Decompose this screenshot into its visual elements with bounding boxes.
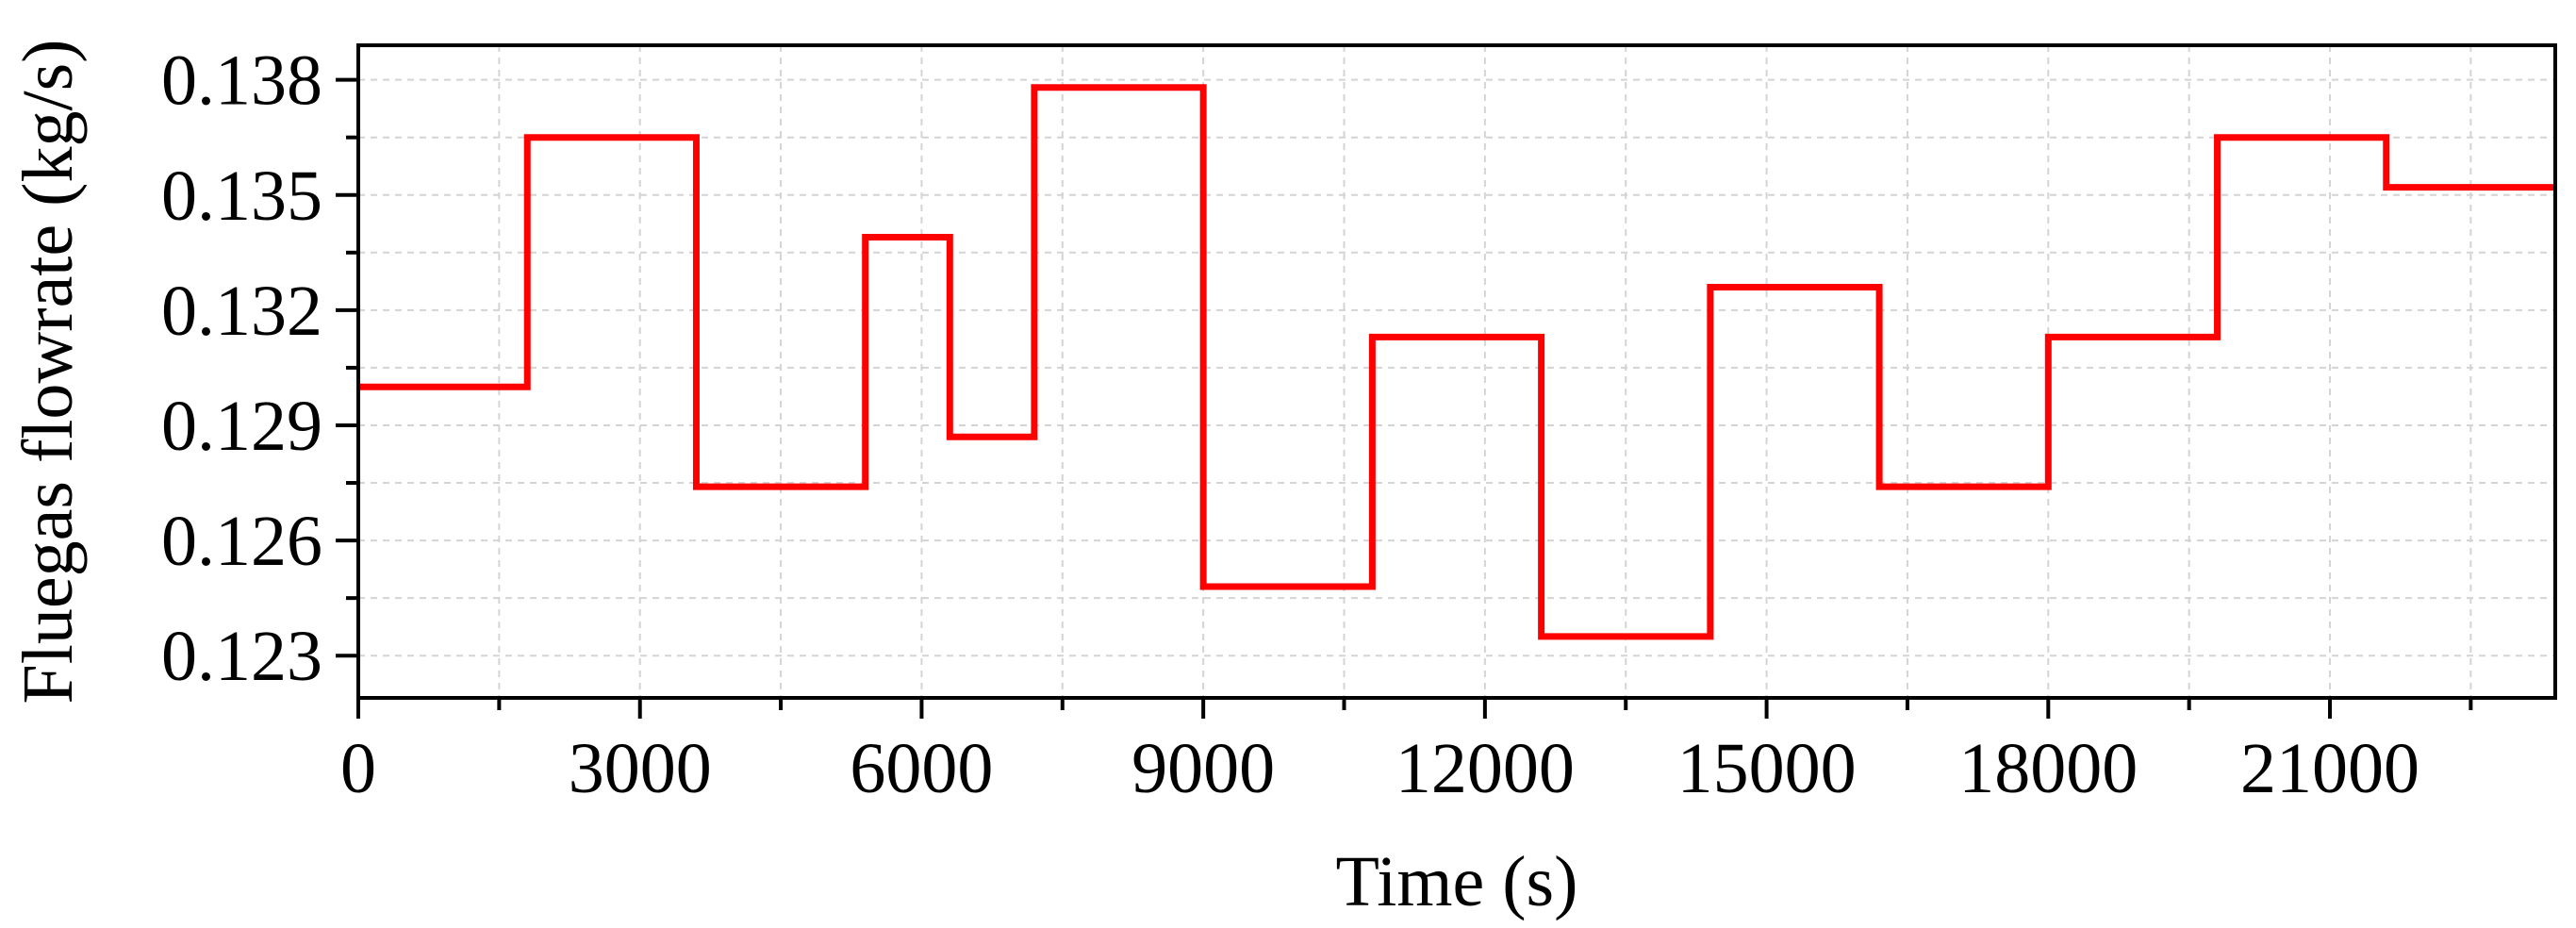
y-axis-title: Fluegas flowrate (kg/s): [8, 40, 88, 704]
minor-ticks: [346, 135, 2473, 710]
x-tick-label: 21000: [2240, 729, 2419, 808]
y-tick-label: 0.123: [161, 617, 322, 696]
y-tick-label: 0.126: [161, 502, 322, 581]
x-tick-label: 0: [340, 729, 376, 808]
y-tick-label: 0.129: [161, 387, 322, 466]
x-axis-title: Time (s): [1336, 842, 1578, 921]
y-axis: 0.123 0.126 0.129 0.132 0.135 0.138: [161, 41, 358, 696]
x-tick-label: 18000: [1958, 729, 2138, 808]
x-tick-label: 6000: [850, 729, 993, 808]
y-tick-label: 0.132: [161, 272, 322, 351]
x-tick-label: 12000: [1395, 729, 1575, 808]
series-layer: [358, 84, 2555, 640]
series-line: [358, 84, 2555, 640]
y-tick-label: 0.135: [161, 157, 322, 236]
x-axis: 0 3000 6000 9000 12000 15000 18000 21000: [340, 698, 2419, 808]
y-tick-label: 0.138: [161, 41, 322, 121]
x-tick-label: 3000: [569, 729, 712, 808]
grid: [358, 45, 2555, 698]
x-tick-label: 9000: [1131, 729, 1275, 808]
x-tick-label: 15000: [1677, 729, 1857, 808]
plot-frame: [356, 43, 2557, 700]
